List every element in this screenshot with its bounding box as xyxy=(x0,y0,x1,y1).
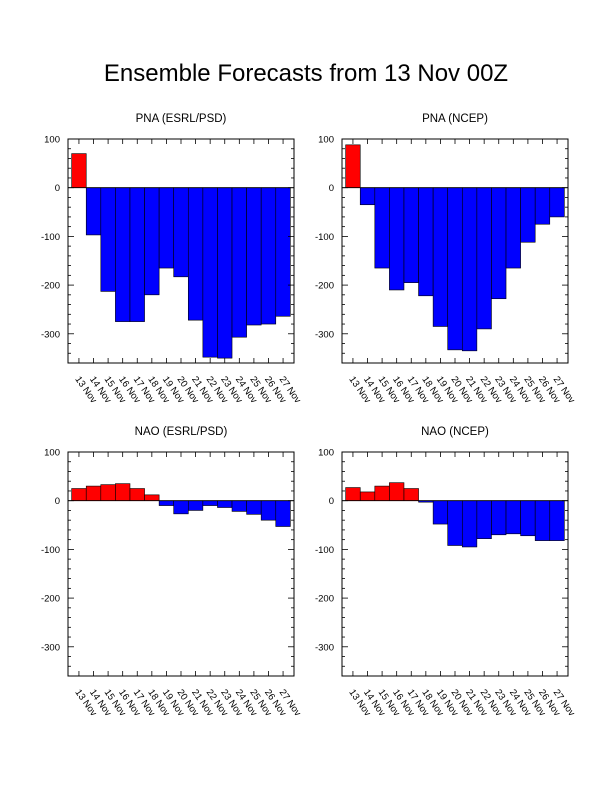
bar xyxy=(115,483,131,501)
plot-frame xyxy=(341,451,569,677)
bar xyxy=(374,485,390,501)
bar xyxy=(476,500,492,539)
bar xyxy=(505,187,521,269)
bar xyxy=(491,500,507,536)
bar xyxy=(461,187,478,352)
bar xyxy=(100,484,116,502)
y-tick-label: -200 xyxy=(41,594,60,605)
bar xyxy=(491,187,507,300)
bar xyxy=(275,500,291,527)
bar xyxy=(403,488,419,501)
bar xyxy=(129,187,145,322)
bar xyxy=(275,187,291,317)
y-tick-label: -300 xyxy=(41,642,60,653)
bar xyxy=(231,500,247,512)
panel-title: NAO (ESRL/PSD) xyxy=(135,426,228,438)
y-tick-label: -200 xyxy=(315,281,334,292)
panel-title: NAO (NCEP) xyxy=(421,426,489,438)
y-tick-label: 0 xyxy=(55,496,60,507)
y-tick-label: -200 xyxy=(315,594,334,605)
bar xyxy=(231,187,247,338)
bar xyxy=(345,487,361,501)
y-tick-label: -300 xyxy=(315,329,334,340)
bar xyxy=(85,485,102,501)
bar xyxy=(85,187,102,236)
bar xyxy=(173,500,189,515)
y-tick-label: -300 xyxy=(315,642,334,653)
bar xyxy=(144,187,160,296)
bar xyxy=(389,482,405,501)
bar xyxy=(432,500,449,525)
panel-title: PNA (NCEP) xyxy=(422,113,488,125)
bar xyxy=(520,500,536,537)
bar xyxy=(129,488,145,501)
bar xyxy=(202,500,218,506)
bar xyxy=(217,187,233,359)
bar xyxy=(71,153,87,189)
bar xyxy=(115,187,131,322)
bar xyxy=(447,500,463,546)
y-tick-label: 0 xyxy=(329,183,334,194)
bar xyxy=(260,187,277,325)
y-tick-label: -300 xyxy=(41,329,60,340)
bar xyxy=(534,187,551,225)
bar xyxy=(144,494,160,501)
y-tick-label: -200 xyxy=(41,281,60,292)
y-tick-label: 0 xyxy=(55,183,60,194)
panel-title: PNA (ESRL/PSD) xyxy=(136,113,227,125)
bar xyxy=(173,187,189,278)
bar xyxy=(389,187,405,291)
bar xyxy=(476,187,492,330)
y-tick-label: 100 xyxy=(318,135,334,146)
bar xyxy=(403,187,419,283)
bar xyxy=(505,500,521,535)
bar xyxy=(534,500,551,541)
bar xyxy=(246,187,262,326)
y-tick-label: -100 xyxy=(41,545,60,556)
bar xyxy=(202,187,218,358)
bar xyxy=(549,187,565,218)
y-tick-label: -100 xyxy=(41,232,60,243)
bar xyxy=(158,500,175,506)
bar xyxy=(260,500,277,521)
bar xyxy=(549,500,565,541)
bar xyxy=(359,491,376,501)
y-tick-label: 100 xyxy=(44,448,60,459)
bar xyxy=(359,187,376,206)
y-tick-label: 0 xyxy=(329,496,334,507)
bar xyxy=(217,500,233,508)
bar xyxy=(187,500,204,511)
y-tick-label: -100 xyxy=(315,232,334,243)
bar xyxy=(158,187,175,269)
y-tick-label: 100 xyxy=(44,135,60,146)
bar xyxy=(447,187,463,351)
bar xyxy=(432,187,449,327)
bar xyxy=(345,144,361,188)
bar xyxy=(71,488,87,501)
bar xyxy=(520,187,536,243)
y-tick-label: 100 xyxy=(318,448,334,459)
bar xyxy=(461,500,478,548)
bar xyxy=(418,187,434,297)
bar xyxy=(187,187,204,321)
bar xyxy=(246,500,262,515)
bar xyxy=(374,187,390,269)
y-tick-label: -100 xyxy=(315,545,334,556)
figure-title: Ensemble Forecasts from 13 Nov 00Z xyxy=(104,60,508,87)
bar xyxy=(100,187,116,292)
